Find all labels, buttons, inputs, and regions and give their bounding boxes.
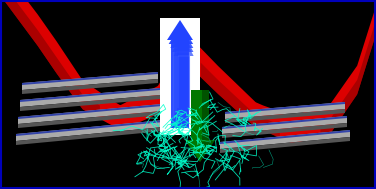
Polygon shape	[0, 0, 100, 119]
Polygon shape	[18, 104, 162, 119]
Polygon shape	[167, 20, 193, 40]
Polygon shape	[169, 24, 193, 44]
Polygon shape	[174, 48, 189, 118]
Polygon shape	[220, 130, 350, 144]
Polygon shape	[191, 90, 209, 140]
Polygon shape	[22, 72, 158, 85]
Polygon shape	[177, 56, 190, 108]
Polygon shape	[16, 127, 164, 145]
Polygon shape	[222, 116, 347, 129]
Polygon shape	[20, 88, 160, 107]
Polygon shape	[22, 79, 158, 94]
Polygon shape	[20, 88, 160, 102]
Polygon shape	[222, 123, 347, 138]
Polygon shape	[220, 137, 350, 153]
Polygon shape	[160, 18, 200, 135]
Polygon shape	[22, 72, 158, 90]
Polygon shape	[176, 52, 190, 113]
Polygon shape	[225, 102, 345, 119]
Polygon shape	[18, 111, 162, 128]
Polygon shape	[16, 120, 164, 141]
Polygon shape	[174, 36, 194, 56]
Polygon shape	[225, 102, 345, 114]
Polygon shape	[185, 140, 215, 162]
Polygon shape	[201, 63, 280, 138]
Polygon shape	[200, 140, 215, 162]
Polygon shape	[173, 44, 189, 123]
Polygon shape	[20, 95, 160, 111]
Polygon shape	[172, 32, 193, 52]
Polygon shape	[220, 130, 350, 149]
Polygon shape	[225, 109, 345, 123]
Polygon shape	[171, 40, 189, 128]
Polygon shape	[18, 104, 162, 124]
Polygon shape	[202, 90, 209, 140]
Polygon shape	[170, 28, 193, 48]
Polygon shape	[320, 20, 376, 136]
Polygon shape	[222, 116, 347, 134]
Polygon shape	[0, 0, 376, 144]
Polygon shape	[16, 120, 164, 136]
